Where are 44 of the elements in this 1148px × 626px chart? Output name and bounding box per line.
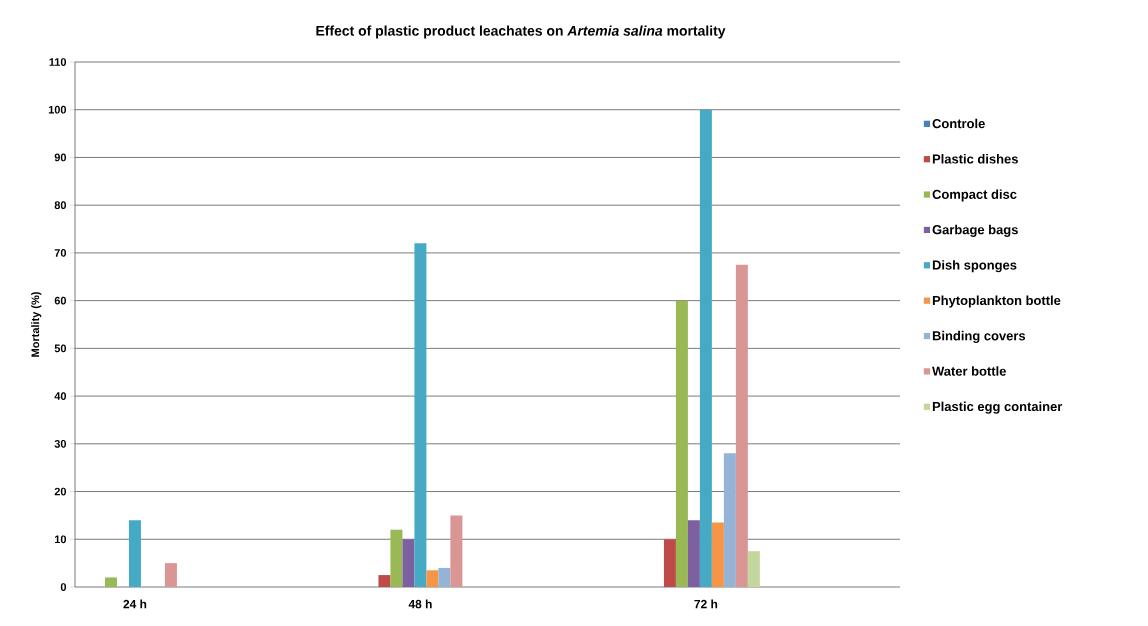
y-tick-label: 0	[60, 583, 67, 591]
chart-title: Effect of plastic product leachates on Artemia salina mortality	[316, 25, 726, 39]
legend-label: Plastic egg container	[932, 401, 1063, 414]
y-tick-label: 110	[49, 58, 67, 66]
bar	[414, 243, 427, 587]
legend-label: Controle	[932, 118, 985, 129]
y-tick-label: 10	[54, 535, 67, 544]
bar	[378, 575, 391, 587]
bar	[164, 563, 177, 587]
bar	[450, 515, 463, 587]
legend-label: Binding covers	[932, 330, 1026, 344]
bar	[735, 264, 748, 587]
x-tick-label: 24 h	[123, 599, 147, 609]
bar	[104, 577, 117, 587]
y-tick-label: 50	[54, 344, 67, 353]
y-tick-label: 40	[54, 392, 67, 400]
bar	[663, 539, 676, 587]
bar	[128, 520, 141, 587]
bar	[390, 529, 403, 587]
bar	[687, 520, 700, 587]
bar	[402, 539, 415, 587]
legend-label: Garbage bags	[932, 224, 1018, 237]
bar	[711, 522, 724, 587]
legend-label: Phytoplankton bottle	[932, 295, 1061, 308]
y-tick-label: 20	[54, 487, 67, 496]
y-tick-label: 60	[54, 296, 67, 305]
x-tick-label: 48 h	[408, 599, 432, 609]
bar	[426, 570, 439, 587]
x-tick-label: 72 h	[694, 599, 718, 609]
legend-label: Water bottle	[932, 366, 1006, 376]
y-tick-label: 70	[54, 249, 67, 257]
bar	[699, 109, 712, 587]
legend-label: Dish sponges	[932, 260, 1017, 273]
bar	[438, 567, 451, 587]
y-axis-title: Mortality (%)	[31, 292, 42, 357]
legend-label: Plastic dishes	[932, 154, 1018, 164]
y-tick-label: 100	[48, 105, 67, 114]
bar	[723, 453, 736, 587]
legend-label: Compact disc	[932, 189, 1017, 202]
y-tick-label: 30	[54, 439, 67, 448]
y-tick-label: 80	[54, 201, 67, 210]
bar	[747, 551, 760, 587]
bar	[675, 300, 688, 587]
y-tick-label: 90	[54, 153, 67, 162]
